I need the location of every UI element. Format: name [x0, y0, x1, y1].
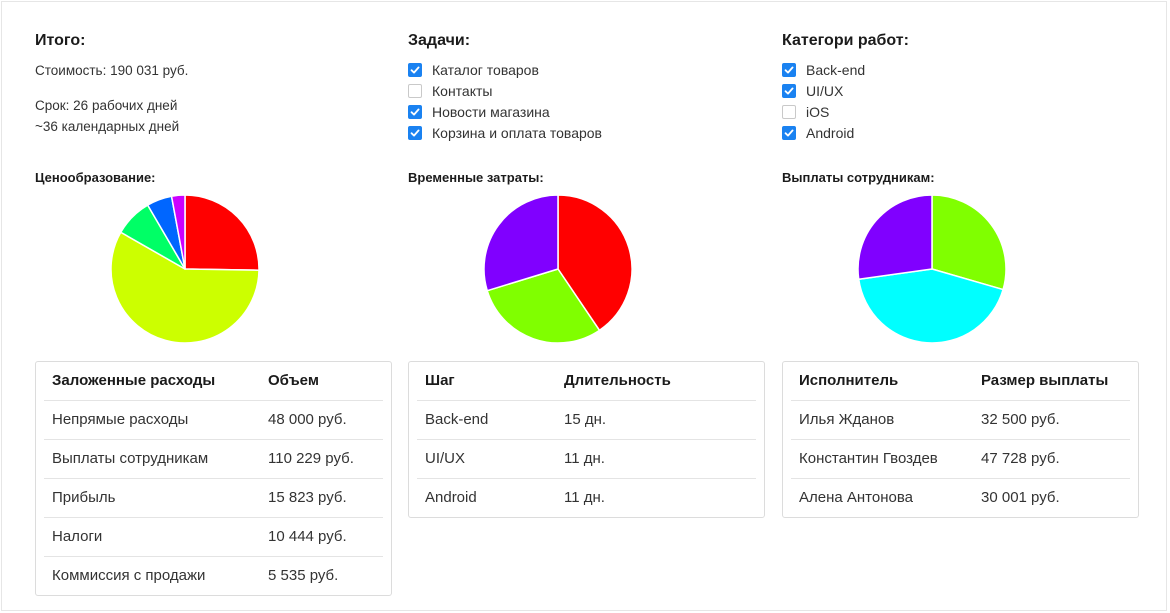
table-row: Выплаты сотрудникам 110 229 руб.: [44, 439, 383, 478]
time-pie-slice: [557, 194, 633, 332]
checkbox-checked-icon[interactable]: [782, 63, 796, 77]
table-cell: Алена Антонова: [799, 489, 913, 506]
checkbox-checked-icon[interactable]: [408, 63, 422, 77]
table-cell: 110 229 руб.: [268, 450, 354, 467]
table-cell: 5 535 руб.: [268, 567, 339, 584]
checkbox-checked-icon[interactable]: [408, 105, 422, 119]
table-cell: Налоги: [52, 528, 103, 545]
table-cell: 15 дн.: [564, 411, 607, 428]
category-checkbox-label: iOS: [806, 104, 830, 120]
table-row: Алена Антонова 30 001 руб.: [791, 478, 1130, 517]
payments-pie-slice: [931, 194, 1007, 291]
pricing-pie-chart: [110, 194, 260, 344]
table-row: Илья Жданов 32 500 руб.: [791, 400, 1130, 439]
pricing-title: Ценообразование:: [35, 170, 156, 185]
task-checkbox-label: Новости магазина: [432, 104, 550, 120]
calendar-text: ~36 календарных дней: [35, 119, 180, 134]
task-checkbox-label: Корзина и оплата товаров: [432, 125, 602, 141]
table-row: UI/UX 11 дн.: [417, 439, 756, 478]
table-cell: Илья Жданов: [799, 411, 895, 428]
table-header-cell: Объем: [268, 372, 319, 389]
table-header-row: Заложенные расходы Объем: [44, 362, 383, 400]
table-cell: UI/UX: [425, 450, 466, 467]
category-checkbox-label: UI/UX: [806, 83, 844, 99]
payments-pie-chart: [857, 194, 1007, 344]
table-header-row: Исполнитель Размер выплаты: [791, 362, 1130, 400]
payments-pie-slice: [857, 194, 933, 281]
checkbox-unchecked-icon[interactable]: [408, 84, 422, 98]
payments-title: Выплаты сотрудникам:: [782, 170, 935, 185]
table-row: Back-end 15 дн.: [417, 400, 756, 439]
table-header-cell: Заложенные расходы: [52, 372, 216, 389]
checkbox-checked-icon[interactable]: [408, 126, 422, 140]
pricing-pie-slice: [110, 231, 260, 344]
table-row: Налоги 10 444 руб.: [44, 517, 383, 556]
table-cell: 10 444 руб.: [268, 528, 347, 545]
checkbox-unchecked-icon[interactable]: [782, 105, 796, 119]
table-row: Коммиссия с продажи 5 535 руб.: [44, 556, 383, 595]
table-cell: Константин Гвоздев: [799, 450, 938, 467]
cost-text: Стоимость: 190 031 руб.: [35, 63, 189, 78]
table-cell: 11 дн.: [564, 450, 605, 467]
pricing-pie-slice: [184, 194, 260, 271]
payments-table: Исполнитель Размер выплаты Илья Жданов 32 5…: [782, 361, 1139, 518]
checkbox-checked-icon[interactable]: [782, 126, 796, 140]
task-checkbox-row[interactable]: Корзина и оплата товаров: [408, 124, 602, 142]
table-cell: 48 000 руб.: [268, 411, 347, 428]
table-row: Непрямые расходы 48 000 руб.: [44, 400, 383, 439]
task-checkbox-row[interactable]: Контакты: [408, 82, 492, 100]
checkbox-checked-icon[interactable]: [782, 84, 796, 98]
category-checkbox-row[interactable]: Android: [782, 124, 854, 142]
summary-title: Итого:: [35, 32, 86, 49]
time-pie-slice: [486, 268, 601, 344]
table-row: Прибыль 15 823 руб.: [44, 478, 383, 517]
pricing-table: Заложенные расходы Объем Непрямые расходы 4…: [35, 361, 392, 596]
categories-title: Категори работ:: [782, 32, 909, 49]
table-cell: Android: [425, 489, 477, 506]
table-cell: 47 728 руб.: [981, 450, 1060, 467]
table-header-cell: Шаг: [425, 372, 455, 389]
table-cell: Непрямые расходы: [52, 411, 189, 428]
table-cell: 30 001 руб.: [981, 489, 1060, 506]
payments-pie-slice: [857, 268, 1004, 344]
table-cell: Прибыль: [52, 489, 116, 506]
table-row: Android 11 дн.: [417, 478, 756, 517]
table-cell: 15 823 руб.: [268, 489, 347, 506]
time-pie-chart: [483, 194, 633, 344]
table-cell: Выплаты сотрудникам: [52, 450, 209, 467]
pricing-pie-slice: [170, 194, 186, 270]
tasks-title: Задачи:: [408, 32, 471, 49]
table-cell: 32 500 руб.: [981, 411, 1060, 428]
table-cell: 11 дн.: [564, 489, 605, 506]
table-row: Константин Гвоздев 47 728 руб.: [791, 439, 1130, 478]
table-cell: Коммиссия с продажи: [52, 567, 206, 584]
table-header-cell: Исполнитель: [799, 372, 899, 389]
task-checkbox-row[interactable]: Каталог товаров: [408, 61, 539, 79]
table-cell: Back-end: [425, 411, 489, 428]
category-checkbox-row[interactable]: UI/UX: [782, 82, 843, 100]
term-text: Срок: 26 рабочих дней: [35, 98, 178, 113]
table-header-cell: Длительность: [564, 372, 671, 389]
category-checkbox-label: Android: [806, 125, 855, 141]
time-table: Шаг Длительность Back-end 15 дн. UI/UX 11 дн.…: [408, 361, 765, 518]
task-checkbox-label: Каталог товаров: [432, 62, 539, 78]
task-checkbox-label: Контакты: [432, 83, 493, 99]
category-checkbox-row[interactable]: iOS: [782, 103, 829, 121]
time-pie-slice: [483, 194, 559, 292]
time-title: Временные затраты:: [408, 170, 544, 185]
category-checkbox-label: Back-end: [806, 62, 866, 78]
category-checkbox-row[interactable]: Back-end: [782, 61, 865, 79]
table-header-cell: Размер выплаты: [981, 372, 1109, 389]
table-header-row: Шаг Длительность: [417, 362, 756, 400]
task-checkbox-row[interactable]: Новости магазина: [408, 103, 550, 121]
